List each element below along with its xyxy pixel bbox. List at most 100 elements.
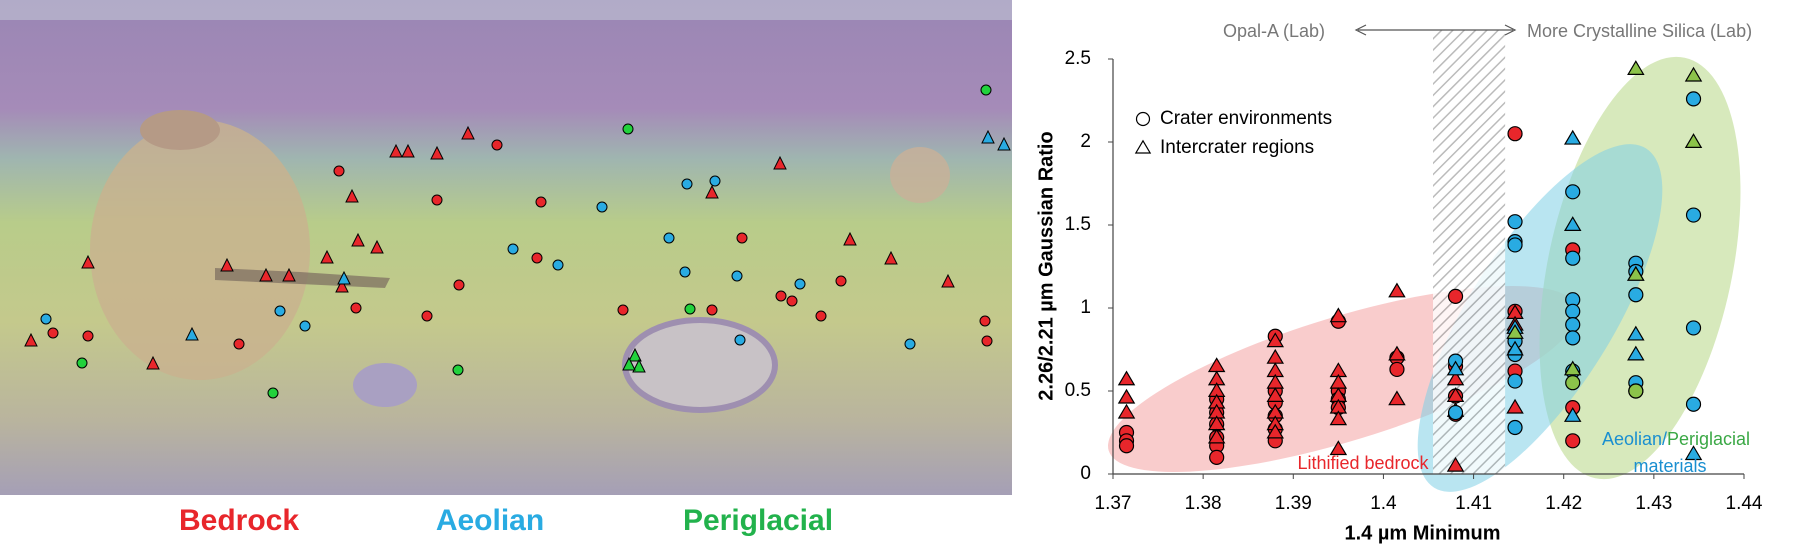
data-point xyxy=(1329,440,1348,456)
site-marker xyxy=(24,332,38,347)
site-marker xyxy=(47,327,59,339)
site-marker xyxy=(786,295,798,307)
data-point xyxy=(1565,433,1581,449)
site-marker xyxy=(401,143,415,158)
data-point xyxy=(1565,317,1581,333)
tharsis xyxy=(90,120,310,380)
site-marker xyxy=(461,125,475,140)
site-marker xyxy=(632,358,646,373)
data-point xyxy=(1506,324,1524,339)
site-marker xyxy=(320,249,334,264)
data-point xyxy=(1563,129,1582,145)
site-marker xyxy=(736,232,748,244)
data-point xyxy=(1388,282,1406,298)
site-marker xyxy=(617,304,629,316)
site-marker xyxy=(980,84,992,96)
site-marker xyxy=(794,278,806,290)
data-point xyxy=(1329,307,1348,323)
olympus xyxy=(140,110,220,150)
data-point xyxy=(1563,216,1582,231)
y-axis-label: 2.26/2.21 µm Gaussian Ratio xyxy=(1035,131,1057,400)
site-marker xyxy=(997,136,1011,151)
data-point xyxy=(1628,383,1644,399)
data-point xyxy=(1506,340,1524,356)
data-point xyxy=(1506,398,1524,414)
lab-band xyxy=(1433,30,1506,474)
elysium xyxy=(890,147,950,203)
y-tick-label: 0 xyxy=(1080,463,1091,484)
site-marker xyxy=(370,239,384,254)
site-marker xyxy=(531,252,543,264)
site-marker xyxy=(76,357,88,369)
annotation: Opal-A (Lab) xyxy=(1223,21,1325,41)
data-point xyxy=(1507,373,1523,389)
data-point xyxy=(1209,449,1225,465)
site-marker xyxy=(941,273,955,288)
data-point xyxy=(1684,445,1703,461)
site-marker xyxy=(337,270,351,285)
argyre xyxy=(353,363,417,407)
site-marker xyxy=(333,165,345,177)
annotation: Lithified bedrock xyxy=(1297,453,1429,473)
data-point xyxy=(1329,410,1348,426)
data-point xyxy=(1207,428,1226,444)
x-tick-label: 1.37 xyxy=(1095,493,1132,514)
data-point xyxy=(1685,396,1702,412)
data-point xyxy=(1685,320,1702,336)
site-marker xyxy=(421,310,433,322)
data-point xyxy=(1627,345,1645,361)
site-marker xyxy=(904,338,916,350)
annotation-part: Periglacial xyxy=(1667,429,1750,449)
site-marker xyxy=(815,310,827,322)
data-point xyxy=(1447,288,1464,304)
data-point xyxy=(1685,91,1702,107)
site-marker xyxy=(233,338,245,350)
mars-map xyxy=(0,0,1012,495)
data-point xyxy=(1685,207,1702,223)
data-point xyxy=(1446,370,1465,386)
data-point xyxy=(1628,287,1644,303)
legend-symbol xyxy=(1135,111,1151,127)
data-point xyxy=(1388,345,1406,361)
data-point xyxy=(1447,404,1464,421)
data-point xyxy=(1446,456,1465,472)
site-marker xyxy=(185,326,199,341)
x-tick-label: 1.38 xyxy=(1185,493,1222,514)
site-marker xyxy=(350,302,362,314)
annotation-part: Aeolian/ xyxy=(1602,429,1667,449)
site-marker xyxy=(622,123,634,135)
x-axis-label: 1.4 µm Minimum xyxy=(1345,522,1501,544)
site-marker xyxy=(628,347,642,362)
data-point xyxy=(1565,375,1581,391)
data-point xyxy=(1627,325,1645,341)
site-marker xyxy=(709,175,721,187)
site-marker xyxy=(220,257,234,272)
data-point xyxy=(1266,423,1285,439)
site-marker xyxy=(282,267,296,282)
data-point xyxy=(1563,360,1582,376)
annotation: More Crystalline Silica (Lab) xyxy=(1527,21,1752,41)
site-marker xyxy=(81,254,95,269)
site-marker xyxy=(389,143,403,158)
x-tick-label: 1.44 xyxy=(1726,493,1763,514)
map-legend: Bedrock Aeolian Periglacial xyxy=(179,504,833,537)
legend-symbol xyxy=(1134,139,1152,154)
y-tick-label: 1 xyxy=(1080,297,1091,318)
map-legend-label: Periglacial xyxy=(683,504,833,537)
x-tick-label: 1.4 xyxy=(1370,493,1397,514)
site-marker xyxy=(345,188,359,203)
y-tick-label: 2 xyxy=(1080,131,1091,152)
data-point xyxy=(1565,330,1581,346)
map-legend-label: Bedrock xyxy=(179,504,299,537)
x-tick-label: 1.42 xyxy=(1545,493,1582,514)
arrow-head xyxy=(1354,24,1517,36)
site-marker xyxy=(431,194,443,206)
y-tick-label: 2.5 xyxy=(1065,48,1091,69)
y-tick-label: 1.5 xyxy=(1065,214,1091,235)
data-point xyxy=(1627,60,1645,75)
data-point xyxy=(1684,66,1703,82)
data-point xyxy=(1507,126,1523,142)
site-marker xyxy=(981,335,993,347)
site-marker xyxy=(775,290,787,302)
